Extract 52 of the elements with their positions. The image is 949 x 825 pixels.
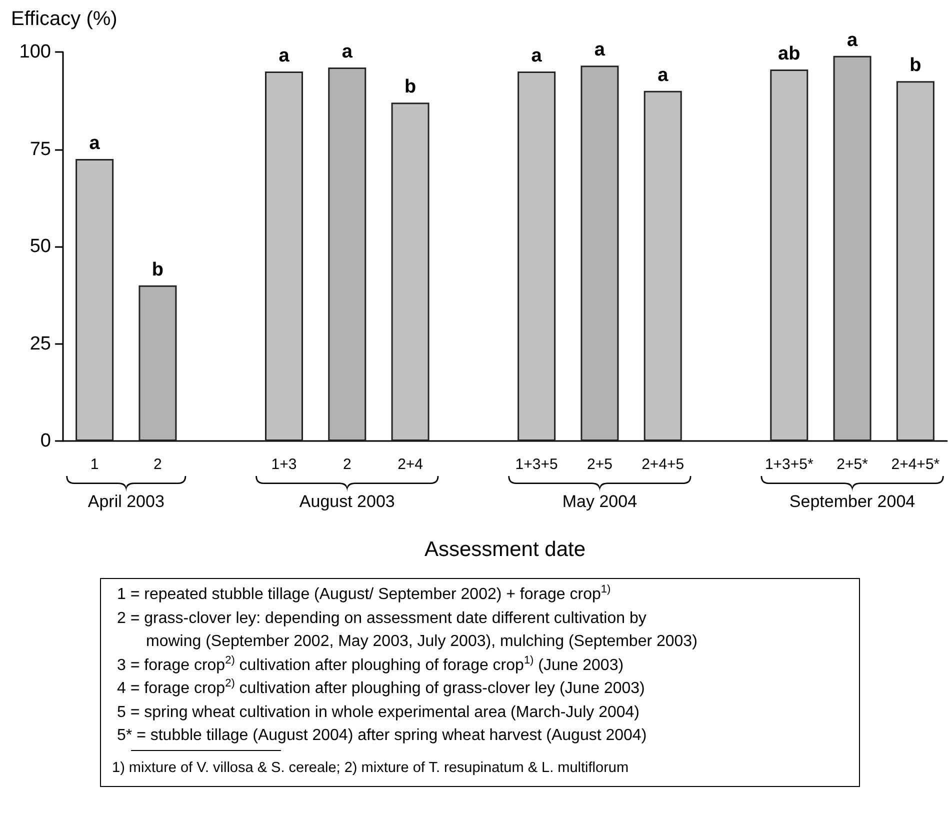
x-tick-label: 2+5* [836, 456, 868, 473]
text: September 2004 [789, 492, 916, 512]
text: mowing (September 2002, May 2003, July 2003), mulching (September 2003) [145, 632, 698, 652]
text: April 2003 [88, 492, 164, 512]
x-tick-label: 1+3 [271, 456, 297, 473]
bar [138, 285, 177, 441]
x-tick-label: 2+4+5* [891, 456, 940, 473]
x-tick-label: 1 [90, 456, 99, 473]
bar [580, 66, 619, 441]
bar [265, 71, 303, 441]
x-tick-label: 2+5 [586, 456, 612, 473]
bar [770, 70, 808, 441]
text: 3 = forage crop$^{2)}$ cultivation after ploughing of forage crop$^{1)}$ (June 2003) [116, 654, 625, 676]
bar [391, 102, 430, 441]
text: 5* = stubble tillage (August 2004) after spring wheat harvest (August 2004) [116, 726, 648, 746]
y-tick-label: 75 [30, 138, 51, 160]
x-axis-title: Assessment date [424, 538, 586, 562]
x-tick-label: 1+3+5* [764, 456, 814, 473]
data-label: a [658, 64, 669, 86]
x-tick-label: 2 [342, 456, 352, 473]
data-label: a [531, 45, 542, 66]
data-label: b [404, 76, 416, 98]
bar [76, 158, 114, 441]
data-label: a [278, 45, 290, 66]
text: 1 = repeated stubble tillage (August/ September 2002) + forage crop$^{1)}$ [116, 583, 612, 605]
x-tick-label: 2+4 [398, 456, 424, 473]
y-tick-label: 50 [30, 236, 51, 257]
data-label: a [846, 30, 858, 51]
x-tick-label: 2 [154, 456, 162, 473]
text: 1) mixture of V. villosa & S. cereale; 2) mixture of T. resupinatum & L. multiflorum [111, 758, 630, 778]
data-label: b [152, 259, 164, 280]
x-tick-label: 2+4+5 [642, 456, 684, 473]
bar [328, 68, 366, 441]
data-label: b [910, 55, 922, 76]
y-tick-label: 0 [40, 430, 51, 452]
data-label: ab [778, 44, 800, 65]
text: August 2003 [299, 492, 395, 512]
x-tick-label: 1+3+5 [515, 456, 558, 473]
y-tick-label: 100 [19, 42, 51, 62]
y-tick-label: 25 [30, 333, 51, 354]
text: 4 = forage crop$^{2)}$ cultivation after ploughing of grass-clover ley (June 2003) [116, 677, 646, 699]
bar [644, 90, 682, 441]
bar [518, 71, 556, 441]
text: 2 = grass-clover ley: depending on assessment date different cultivation by [116, 608, 648, 628]
text: 5 = spring wheat cultivation in whole experimental area (March-July 2004) [116, 702, 640, 722]
data-label: a [594, 40, 606, 61]
text: May 2004 [562, 492, 638, 512]
bar [896, 81, 934, 441]
data-label: a [89, 132, 100, 154]
y-axis-title: Efficacy (%) [11, 8, 118, 30]
bar [833, 56, 872, 441]
data-label: a [342, 42, 353, 63]
